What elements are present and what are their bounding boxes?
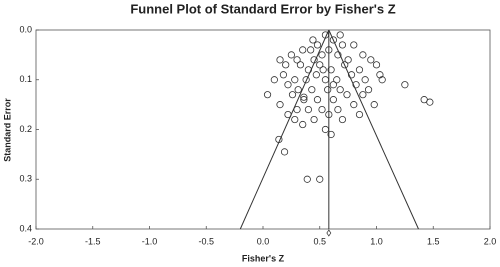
y-tick-label: 0.0 — [19, 24, 32, 34]
study-point — [343, 91, 351, 99]
study-point — [327, 66, 335, 74]
study-point — [313, 41, 322, 49]
x-tick-label: 0.5 — [313, 236, 326, 246]
study-point — [321, 76, 330, 84]
funnel-right — [328, 29, 419, 230]
funnel-left — [239, 29, 330, 230]
study-point — [401, 81, 409, 89]
study-point — [324, 86, 332, 94]
study-point — [291, 115, 299, 124]
study-point — [284, 81, 292, 89]
y-tick-label: 0.2 — [19, 124, 32, 134]
study-point — [319, 66, 327, 74]
study-point — [321, 31, 330, 39]
study-point — [293, 56, 301, 64]
study-point — [316, 175, 324, 183]
study-point — [318, 106, 326, 114]
study-point — [312, 71, 320, 79]
x-tick-label: 1.5 — [427, 236, 440, 246]
study-point — [299, 46, 307, 54]
y-axis-title: Standard Error — [2, 98, 12, 162]
plot-frame — [35, 29, 491, 230]
study-point — [355, 110, 364, 119]
study-point — [325, 110, 333, 119]
study-point — [308, 86, 316, 94]
study-point — [378, 76, 386, 84]
study-point — [293, 106, 301, 114]
x-tick-label: 0.0 — [257, 236, 270, 246]
x-tick-label: 1.0 — [370, 236, 383, 246]
study-point — [329, 36, 337, 44]
study-point — [341, 61, 349, 69]
study-point — [287, 51, 295, 59]
study-point — [309, 36, 317, 44]
study-point — [336, 31, 344, 39]
study-point — [304, 66, 312, 74]
x-tick-label: -0.5 — [198, 236, 214, 246]
study-point — [352, 81, 360, 89]
study-point — [329, 96, 337, 104]
study-point — [338, 41, 347, 49]
study-point — [303, 175, 311, 183]
study-point — [296, 61, 305, 69]
study-point — [347, 71, 356, 79]
study-point — [364, 86, 373, 94]
chart-title: Funnel Plot of Standard Error by Fisher'… — [130, 1, 395, 16]
y-tick-label: 0.1 — [19, 74, 32, 84]
y-tick-label: 0.3 — [19, 174, 32, 184]
y-tick-label: 0.4 — [19, 223, 32, 233]
study-point — [355, 66, 364, 74]
study-point — [316, 61, 324, 69]
study-point — [338, 115, 347, 124]
study-point — [299, 120, 307, 129]
study-point — [313, 96, 322, 104]
study-point — [276, 101, 284, 109]
study-point — [359, 51, 367, 59]
study-point — [263, 91, 272, 99]
study-point — [310, 115, 318, 124]
study-point — [321, 125, 330, 134]
x-tick-label: -1.0 — [142, 236, 158, 246]
study-point — [426, 98, 434, 106]
study-point — [327, 130, 335, 139]
study-point — [334, 106, 342, 114]
study-point — [280, 148, 289, 156]
study-point — [359, 91, 367, 99]
study-point — [300, 93, 308, 101]
study-point — [372, 61, 381, 69]
study-point — [376, 71, 384, 79]
study-point — [350, 41, 358, 49]
study-point — [291, 76, 299, 84]
study-point — [270, 76, 278, 84]
study-point — [344, 56, 352, 64]
study-point — [275, 135, 283, 144]
study-point — [318, 51, 326, 59]
study-point — [336, 86, 344, 94]
study-point — [294, 86, 302, 94]
x-axis-title: Fisher's Z — [242, 253, 285, 263]
summary-diamond — [326, 229, 332, 237]
study-point — [279, 71, 288, 79]
study-point — [329, 81, 337, 89]
study-point — [325, 46, 333, 54]
study-point — [361, 76, 369, 84]
study-point — [304, 106, 312, 114]
study-point — [333, 76, 341, 84]
study-point — [370, 101, 378, 109]
study-point — [302, 76, 310, 84]
x-tick-label: 2.0 — [484, 236, 497, 246]
study-point — [350, 101, 358, 109]
study-point — [288, 91, 297, 99]
x-tick-label: -1.5 — [85, 236, 101, 246]
x-tick-label: -2.0 — [28, 236, 44, 246]
study-point — [307, 46, 315, 54]
study-point — [282, 61, 290, 69]
study-point — [300, 96, 308, 104]
study-point — [276, 56, 284, 64]
study-point — [367, 56, 375, 64]
study-point — [310, 56, 318, 64]
study-point — [284, 110, 292, 119]
study-point — [334, 51, 342, 59]
